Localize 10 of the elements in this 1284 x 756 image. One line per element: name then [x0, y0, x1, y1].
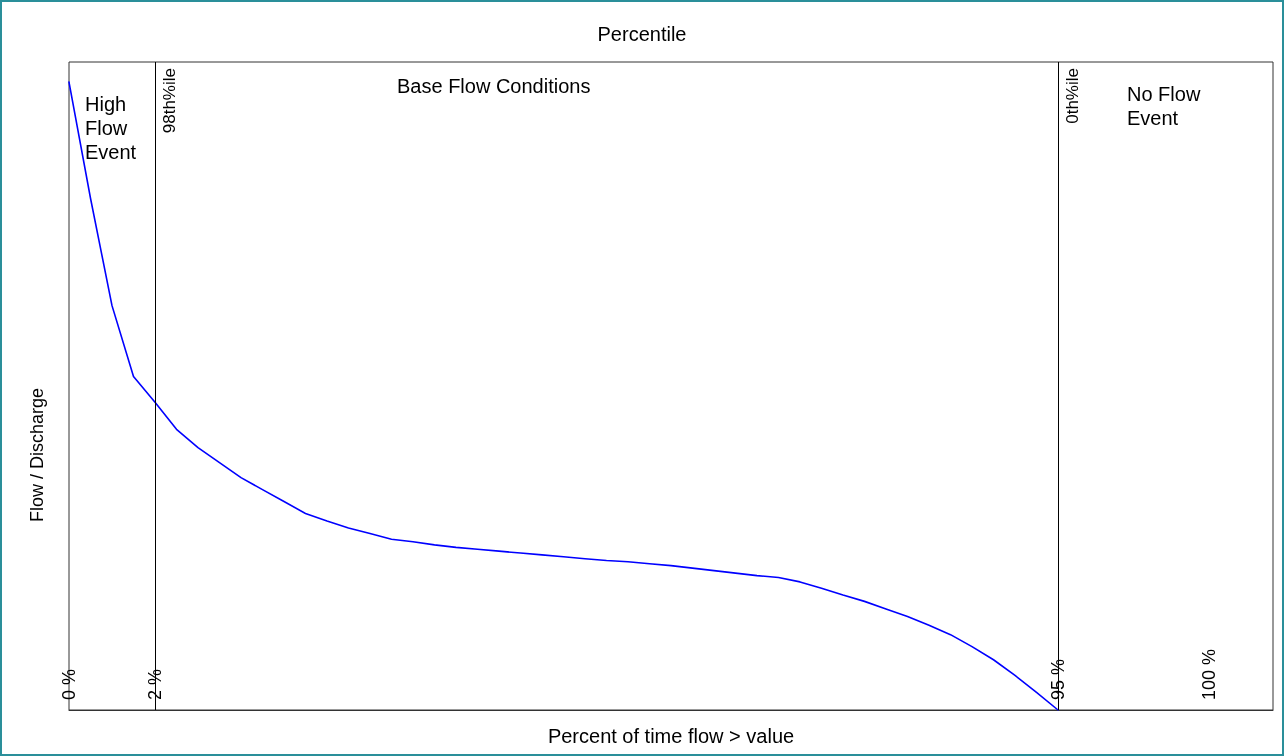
x-axis-title: Percent of time flow > value — [547, 725, 795, 747]
annotation: Base Flow Conditions — [397, 75, 591, 97]
annotation: High Flow Event — [85, 93, 137, 163]
x-tick-label: 100 % — [1198, 648, 1219, 700]
x2-axis-title: Percentile — [597, 23, 687, 45]
y-axis-title: Flow / Discharge — [27, 388, 47, 523]
ref-line-label: 0th%ile — [1063, 68, 1082, 124]
ref-line-label: 98th%ile — [160, 68, 179, 134]
annotation: No Flow Event — [1127, 83, 1206, 129]
x-tick-label: 0 % — [59, 668, 79, 700]
